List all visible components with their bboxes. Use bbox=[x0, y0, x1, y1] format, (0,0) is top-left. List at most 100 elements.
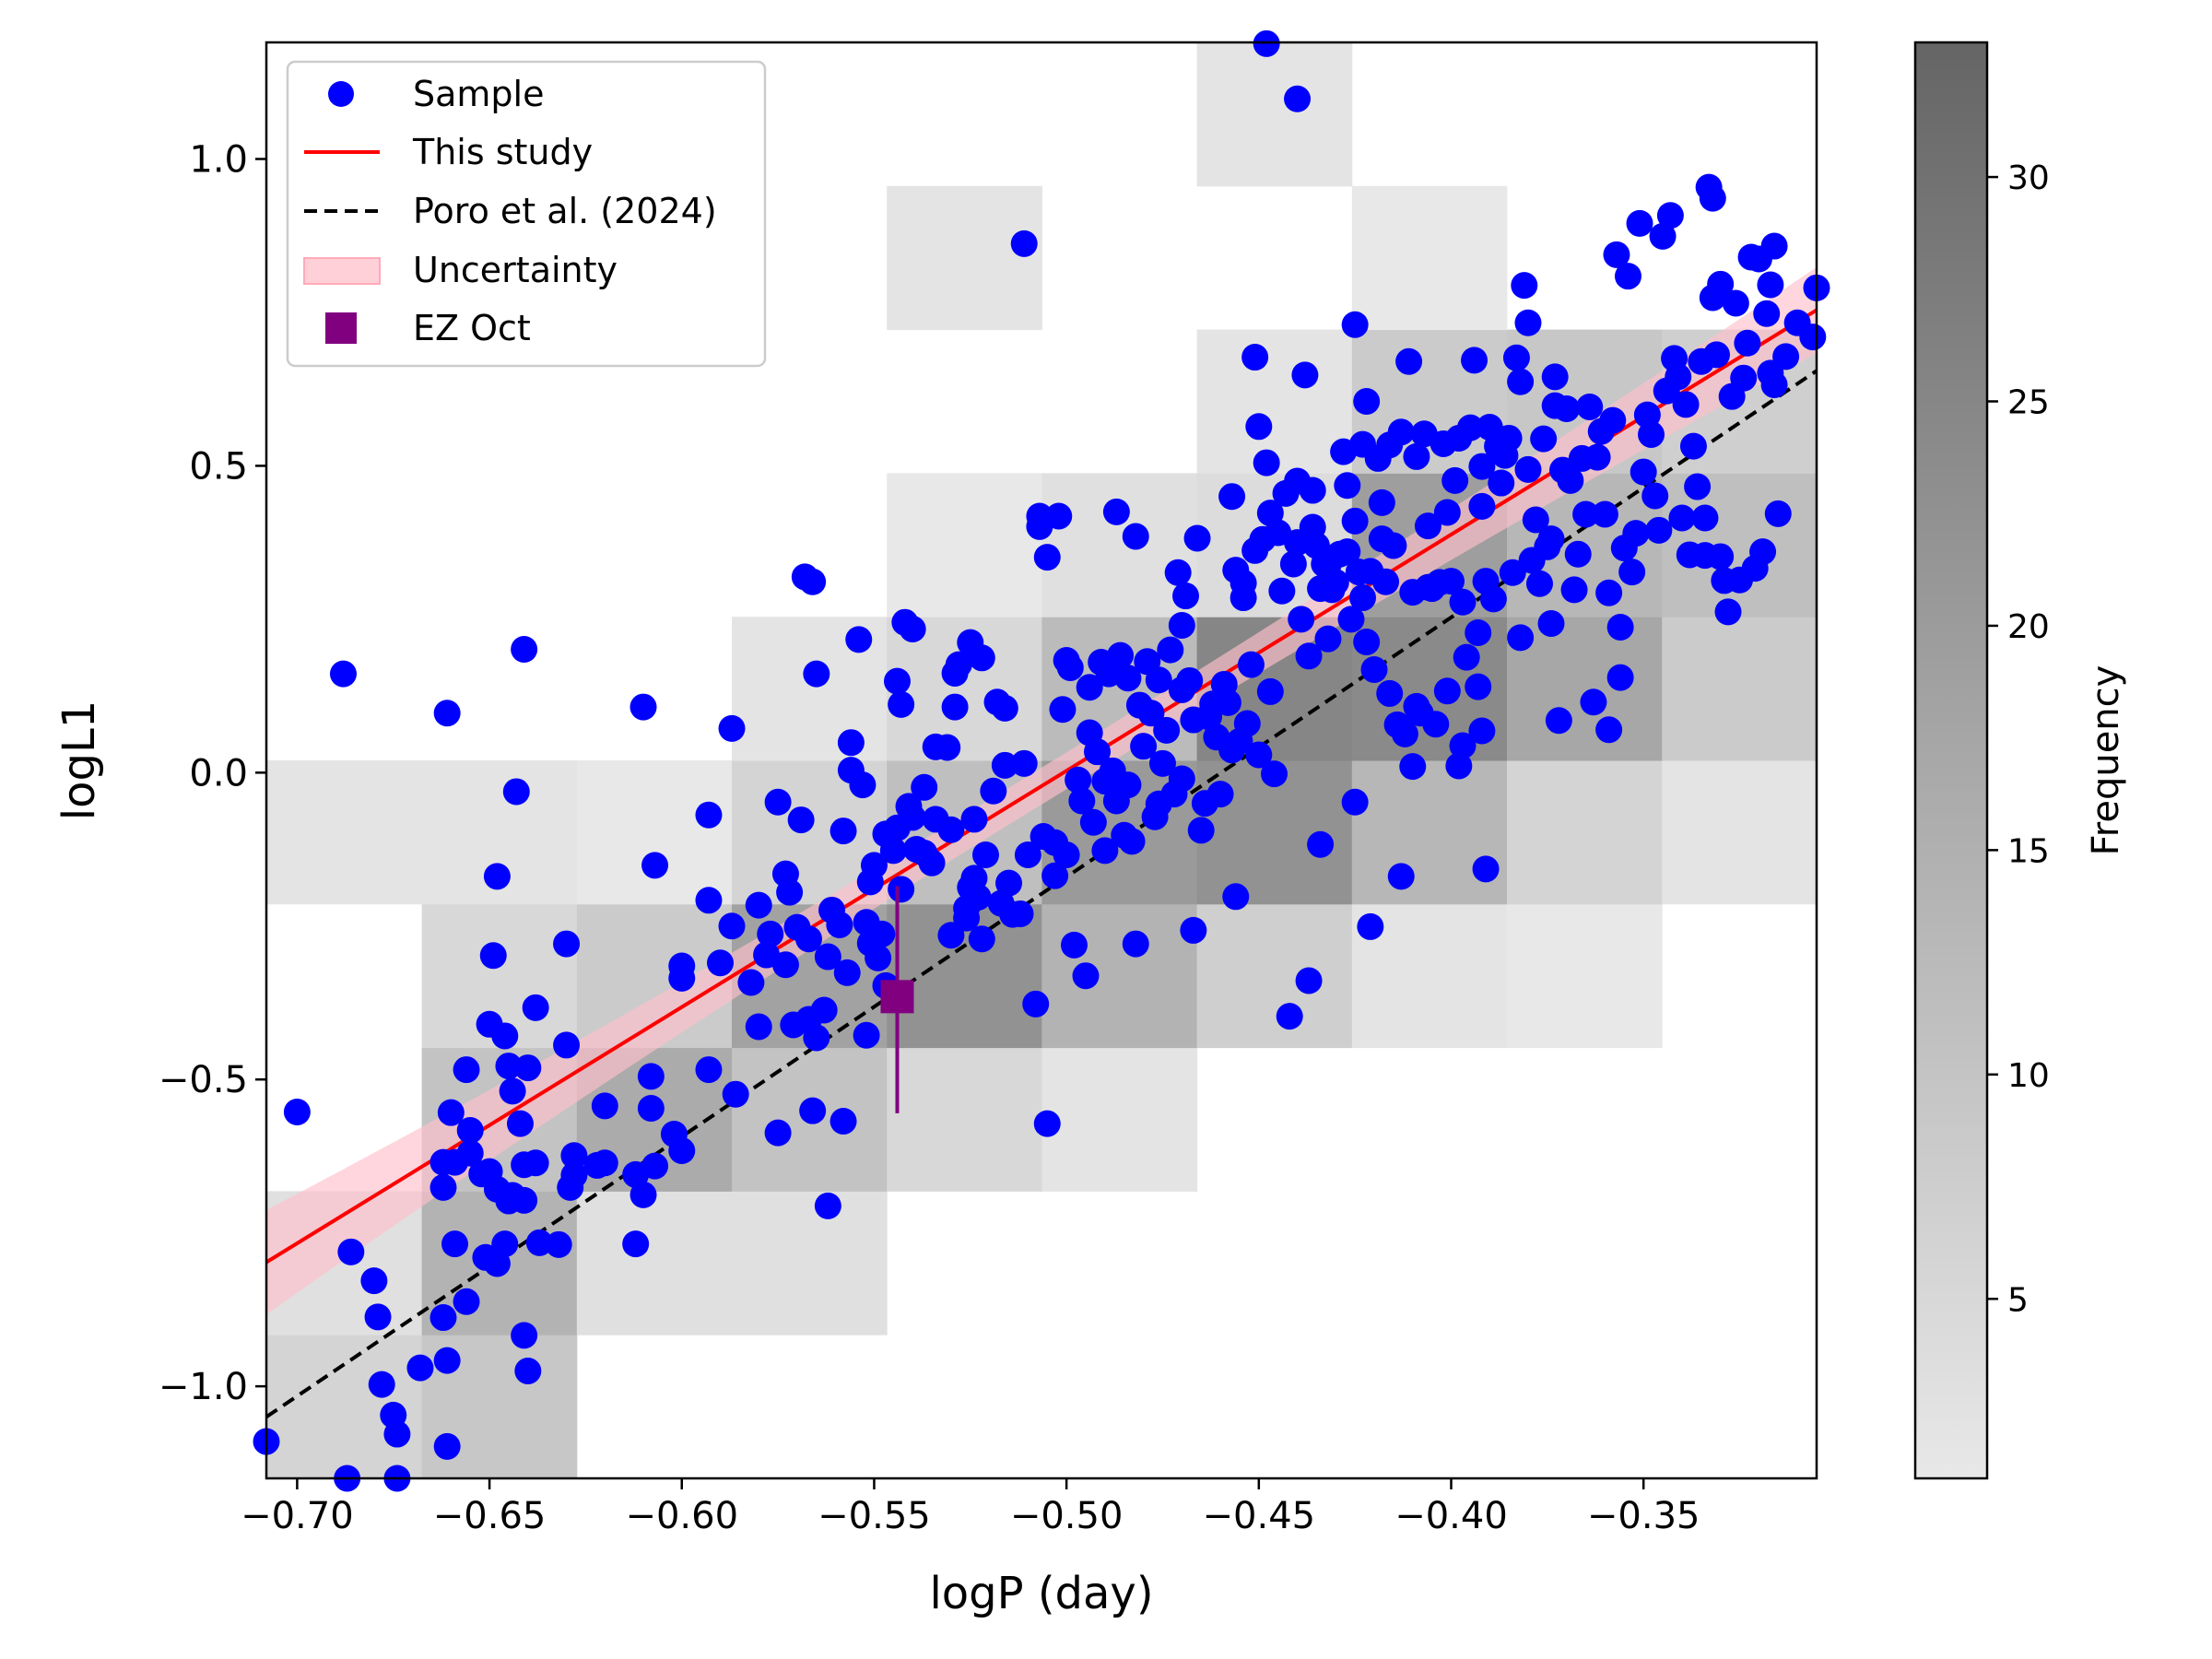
sample-point bbox=[1353, 388, 1381, 415]
sample-point bbox=[1045, 502, 1073, 530]
sample-point bbox=[799, 568, 827, 595]
sample-point bbox=[1545, 707, 1572, 735]
sample-point bbox=[1618, 559, 1646, 586]
hist-cell bbox=[887, 185, 1042, 331]
sample-point bbox=[1691, 504, 1719, 532]
sample-point bbox=[1799, 324, 1827, 351]
sample-point bbox=[1572, 500, 1600, 528]
sample-point bbox=[1760, 232, 1788, 260]
sample-point bbox=[456, 1116, 484, 1144]
sample-point bbox=[968, 925, 995, 953]
sample-point bbox=[591, 1092, 618, 1120]
sample-point bbox=[583, 1151, 611, 1179]
sample-point bbox=[964, 883, 992, 911]
plot-frame bbox=[265, 41, 1818, 1480]
sample-point bbox=[706, 949, 734, 977]
sample-point bbox=[1514, 455, 1542, 483]
sample-point bbox=[560, 1161, 588, 1189]
sample-point bbox=[1749, 538, 1777, 566]
sample-point bbox=[953, 904, 981, 932]
sample-point bbox=[1130, 733, 1158, 760]
hist-cell bbox=[1041, 1047, 1198, 1192]
sample-point bbox=[1102, 498, 1130, 525]
sample-point bbox=[1441, 466, 1469, 494]
sample-point bbox=[991, 751, 1018, 779]
sample-point bbox=[826, 911, 853, 938]
sample-point bbox=[1284, 85, 1312, 112]
sample-point bbox=[511, 1186, 538, 1214]
sample-point bbox=[1456, 414, 1484, 441]
sample-point bbox=[745, 1013, 772, 1041]
hist-cell bbox=[1351, 760, 1508, 905]
sample-point bbox=[799, 1097, 827, 1124]
sample-point bbox=[1122, 930, 1149, 958]
sample-point bbox=[1068, 787, 1096, 815]
sample-point bbox=[911, 773, 938, 801]
sample-points bbox=[253, 29, 1830, 1492]
sample-point bbox=[1537, 610, 1565, 638]
sample-point bbox=[1707, 543, 1735, 571]
sample-point bbox=[1525, 570, 1553, 597]
y-axis-ticks: −1.0 −0.5 0.0 0.5 1.0 bbox=[159, 139, 266, 1408]
sample-point bbox=[1638, 420, 1665, 448]
sample-point bbox=[1114, 771, 1142, 799]
sample-point bbox=[945, 651, 972, 678]
sample-point bbox=[1395, 347, 1423, 375]
sample-point bbox=[1599, 406, 1627, 434]
sample-point bbox=[1649, 222, 1677, 250]
sample-point bbox=[1433, 677, 1461, 705]
sample-point bbox=[441, 1230, 469, 1258]
hist-cell bbox=[1196, 903, 1353, 1049]
sample-point bbox=[1376, 679, 1404, 707]
sample-point bbox=[1091, 837, 1119, 865]
sample-point bbox=[1437, 568, 1465, 595]
sample-point bbox=[745, 891, 772, 919]
colorbar-tick-label: 10 bbox=[2007, 1057, 2050, 1095]
sample-point bbox=[437, 1099, 465, 1126]
sample-point bbox=[803, 660, 830, 688]
sample-point bbox=[368, 1371, 395, 1398]
sample-point bbox=[1295, 967, 1323, 994]
sample-point bbox=[1368, 488, 1395, 516]
sample-point bbox=[1168, 612, 1195, 640]
sample-point bbox=[1403, 442, 1430, 470]
sample-point bbox=[514, 1357, 542, 1384]
sample-point bbox=[1707, 270, 1735, 298]
legend-box bbox=[286, 60, 767, 368]
sample-point bbox=[776, 878, 804, 906]
sample-point bbox=[514, 1054, 542, 1082]
hist-cell bbox=[266, 760, 423, 905]
legend-ez-oct-marker bbox=[325, 312, 357, 344]
sample-point bbox=[1672, 391, 1700, 418]
sample-point bbox=[1261, 760, 1288, 788]
sample-point bbox=[1468, 453, 1496, 480]
sample-point bbox=[522, 994, 549, 1021]
sample-point bbox=[1276, 1003, 1303, 1030]
sample-point bbox=[1122, 523, 1149, 550]
sample-point bbox=[1256, 677, 1284, 705]
sample-point bbox=[888, 690, 915, 718]
sample-point bbox=[1145, 666, 1172, 694]
sample-point bbox=[453, 1056, 480, 1084]
sample-point bbox=[1056, 653, 1084, 681]
sample-point bbox=[830, 818, 857, 845]
sample-point bbox=[830, 1107, 857, 1135]
sample-point bbox=[794, 925, 822, 953]
sample-point bbox=[1279, 550, 1307, 578]
ez-oct-marker bbox=[880, 980, 914, 1014]
sample-point bbox=[1014, 841, 1041, 869]
sample-point bbox=[495, 1053, 523, 1080]
colorbar-tick-label: 5 bbox=[2007, 1281, 2029, 1319]
x-tick-label: −0.35 bbox=[1587, 1495, 1700, 1537]
sample-point bbox=[1164, 559, 1192, 586]
sample-point bbox=[1399, 753, 1427, 781]
sample-point bbox=[1380, 532, 1407, 559]
sample-point bbox=[337, 1238, 365, 1265]
y-tick-label: −0.5 bbox=[159, 1059, 248, 1101]
sample-point bbox=[1187, 817, 1215, 844]
sample-point bbox=[383, 1420, 411, 1448]
sample-point bbox=[1049, 696, 1077, 724]
colorbar-tick-label: 25 bbox=[2007, 384, 2050, 422]
sample-point bbox=[968, 644, 995, 672]
sample-point bbox=[1245, 741, 1273, 769]
